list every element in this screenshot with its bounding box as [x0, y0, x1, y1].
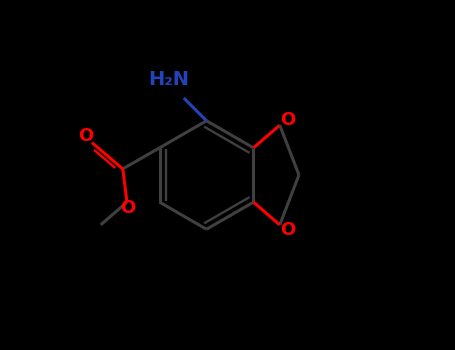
- Text: O: O: [121, 199, 136, 217]
- Text: O: O: [280, 221, 295, 239]
- Text: O: O: [78, 127, 93, 145]
- Text: O: O: [280, 111, 295, 129]
- Text: H₂N: H₂N: [148, 70, 190, 89]
